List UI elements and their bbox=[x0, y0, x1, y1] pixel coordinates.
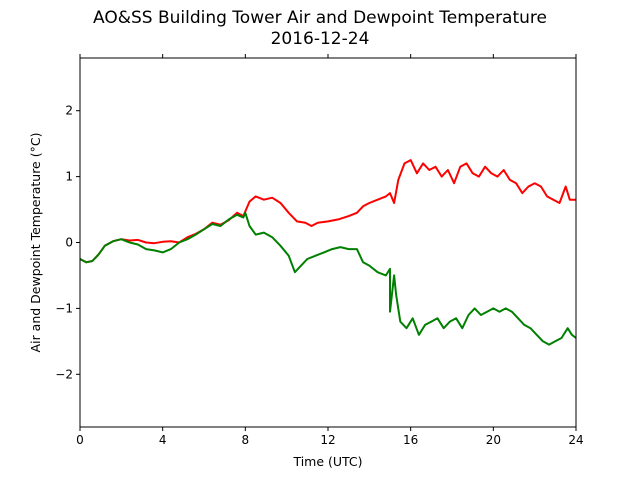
chart-title-line1: AO&SS Building Tower Air and Dewpoint Te… bbox=[92, 8, 547, 28]
series-line-1 bbox=[79, 211, 577, 346]
y-tick-label: −1 bbox=[55, 301, 73, 315]
x-tick-label: 20 bbox=[486, 433, 501, 447]
chart-title: AO&SS Building Tower Air and Dewpoint Te… bbox=[0, 8, 640, 50]
y-tick-label: 2 bbox=[65, 104, 73, 118]
x-axis-label: Time (UTC) bbox=[292, 454, 362, 469]
x-tick-label: 12 bbox=[320, 433, 335, 447]
x-tick-label: 16 bbox=[403, 433, 418, 447]
y-axis-label: Air and Dewpoint Temperature (°C) bbox=[28, 133, 43, 353]
y-tick-label: −2 bbox=[55, 367, 73, 381]
y-tick-label: 0 bbox=[65, 236, 73, 250]
x-tick-label: 4 bbox=[159, 433, 167, 447]
series-layer bbox=[79, 159, 577, 346]
x-tick-label: 0 bbox=[76, 433, 84, 447]
chart-title-line2: 2016-12-24 bbox=[270, 29, 370, 49]
series-line-0 bbox=[79, 159, 576, 264]
y-tick-label: 1 bbox=[65, 170, 73, 184]
x-tick-label: 8 bbox=[242, 433, 250, 447]
x-tick-label: 24 bbox=[568, 433, 583, 447]
